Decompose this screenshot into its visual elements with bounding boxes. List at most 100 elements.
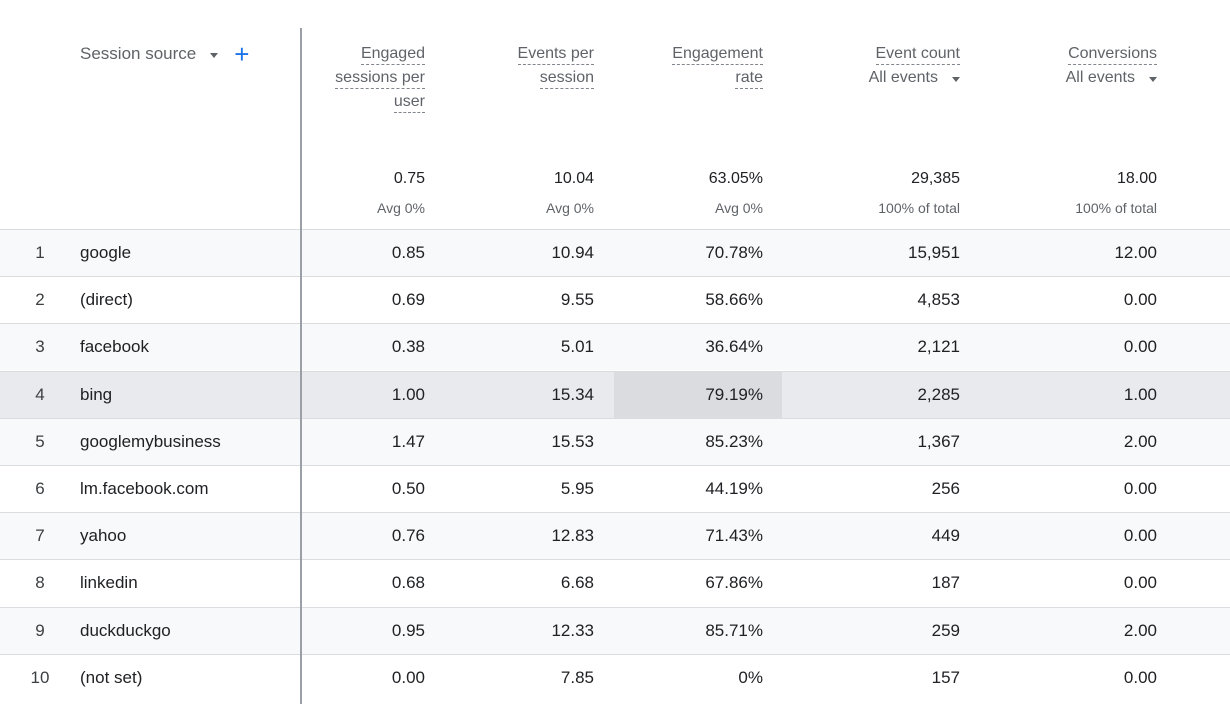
metric-cell: 1.00 [1123,384,1157,404]
column-total-subtext: 100% of total [878,200,960,216]
session-source-cell[interactable]: googlemybusiness [80,431,221,451]
metric-cell: 15.53 [551,431,594,451]
column-total-subtext: Avg 0% [546,200,594,216]
metric-cell: 2,285 [917,384,960,404]
metric-cell: 12.00 [1114,243,1157,262]
column-divider [300,28,302,704]
metric-cell: 0.38 [391,337,425,357]
dropdown-arrow-icon[interactable] [1149,76,1157,82]
metric-cell: 15.34 [551,384,594,404]
table-row[interactable]: 7 yahoo 0.76 12.83 71.43% 449 0.00 [0,512,1230,560]
hovered-cell-highlight [614,371,782,418]
row-index: 2 [35,290,45,310]
metric-cell: 0.00 [1123,573,1157,593]
table-header: Session source + Engaged sessions per user… [0,0,1230,230]
column-total: 18.00 [1116,170,1157,187]
metric-cell: 70.78% [705,243,763,262]
metric-cell: 0.68 [391,573,425,593]
metric-cell: 0.00 [1123,337,1157,357]
column-total: 63.05% [708,170,763,187]
row-index: 1 [35,243,45,262]
column-header[interactable]: Event count All events [770,42,960,90]
metric-cell: 10.94 [551,243,594,262]
table-row[interactable]: 6 lm.facebook.com 0.50 5.95 44.19% 256 0.00 [0,465,1230,512]
metric-cell: 58.66% [705,290,763,310]
column-header[interactable]: Events per session [444,42,594,90]
session-source-cell[interactable]: bing [80,384,113,404]
session-source-cell[interactable]: duckduckgo [80,620,171,640]
session-source-cell[interactable]: (direct) [80,290,133,310]
session-source-cell[interactable]: google [80,243,132,262]
column-total: 0.75 [393,170,425,187]
add-dimension-icon[interactable]: + [234,39,250,69]
row-index: 6 [35,479,45,498]
column-header-label: Engaged [360,43,425,65]
metric-cell: 12.33 [551,620,594,640]
column-total-subtext: Avg 0% [715,200,763,216]
table-row[interactable]: 3 facebook 0.38 5.01 36.64% 2,121 0.00 [0,323,1230,371]
column-total: 29,385 [911,170,960,187]
column-header-label: sessions per [335,67,425,89]
metric-cell: 0.95 [391,620,425,640]
row-index: 8 [35,573,45,593]
dimension-label[interactable]: Session source [80,44,197,63]
column-header-label: session [539,67,594,89]
metric-cell: 2.00 [1123,431,1157,451]
row-index: 5 [35,431,45,451]
table-row[interactable]: 1 google 0.85 10.94 70.78% 15,951 12.00 [0,229,1230,276]
column-header-label: Event count [875,43,960,65]
metric-cell: 0.85 [391,243,425,262]
metric-cell: 1.00 [391,384,425,404]
session-source-cell[interactable]: linkedin [80,573,138,593]
metric-cell: 0.00 [1123,526,1157,546]
dimension-header[interactable]: Session source + [80,39,250,69]
metric-cell: 2,121 [917,337,960,357]
metric-cell: 5.95 [560,479,594,498]
dropdown-arrow-icon[interactable] [210,52,219,58]
row-index: 9 [35,620,45,640]
metric-filter-dropdown[interactable]: All events [1066,66,1157,90]
metric-cell: 1.47 [391,431,425,451]
table-row[interactable]: 5 googlemybusiness 1.47 15.53 85.23% 1,367 2.0… [0,417,1230,465]
metric-filter-dropdown[interactable]: All events [869,66,960,90]
session-source-cell[interactable]: yahoo [80,526,127,546]
column-header[interactable]: Engagement rate [613,42,763,90]
metric-cell: 449 [931,526,960,546]
session-source-cell[interactable]: facebook [80,337,149,357]
metric-cell: 0.00 [1123,667,1157,687]
column-total-subtext: 100% of total [1075,200,1157,216]
table-row[interactable]: 8 linkedin 0.68 6.68 67.86% 187 0.00 [0,559,1230,606]
metric-cell: 2.00 [1123,620,1157,640]
metric-cell: 0.76 [391,526,425,546]
table-row[interactable]: 4 bing 1.00 15.34 79.19% 2,285 1.00 [0,370,1230,418]
column-header[interactable]: Engaged sessions per user [275,42,425,114]
metric-cell: 0.00 [1123,290,1157,310]
metric-cell: 6.68 [560,573,594,593]
metric-cell: 1,367 [917,431,960,451]
metric-filter-label: All events [868,69,938,86]
metric-cell: 15,951 [908,243,960,262]
column-header-label: Engagement [672,43,763,65]
metric-cell: 187 [931,573,960,593]
metric-cell: 0.00 [391,667,425,687]
table-row[interactable]: 10 (not set) 0.00 7.85 0% 157 0.00 [0,653,1230,701]
row-index: 3 [35,337,45,357]
table-row[interactable]: 2 (direct) 0.69 9.55 58.66% 4,853 0.00 [0,276,1230,323]
metric-cell: 36.64% [705,337,763,357]
metric-cell: 0.69 [391,290,425,310]
session-source-cell[interactable]: (not set) [80,667,143,687]
metric-filter-label: All events [1065,69,1135,86]
column-total-subtext: Avg 0% [377,200,425,216]
session-source-cell[interactable]: lm.facebook.com [80,479,209,498]
column-header-label: Conversions [1068,43,1157,65]
metric-cell: 7.85 [560,667,594,687]
metric-cell: 157 [931,667,960,687]
dropdown-arrow-icon[interactable] [952,76,960,82]
column-header[interactable]: Conversions All events [967,42,1157,90]
row-index: 7 [35,526,45,546]
metric-cell: 85.23% [705,431,763,451]
metric-cell: 4,853 [917,290,960,310]
metric-cell: 0.00 [1123,479,1157,498]
table-row[interactable]: 9 duckduckgo 0.95 12.33 85.71% 259 2.00 [0,606,1230,654]
metric-cell: 259 [931,620,960,640]
